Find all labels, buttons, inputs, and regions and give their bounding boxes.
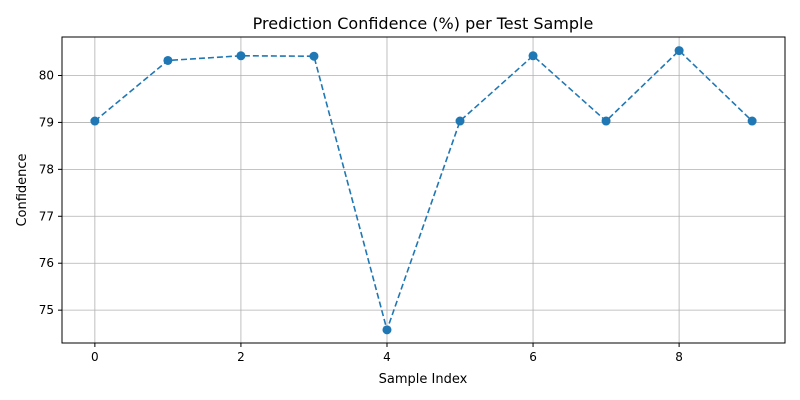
data-point-marker — [90, 116, 100, 126]
y-tick-label: 75 — [39, 303, 54, 317]
x-tick-label: 2 — [237, 350, 245, 364]
y-tick-label: 79 — [39, 115, 54, 129]
y-tick-label: 80 — [39, 68, 54, 82]
series-layer — [90, 46, 757, 335]
data-point-marker — [455, 116, 465, 126]
y-tick-label: 78 — [39, 162, 54, 176]
x-axis-label: Sample Index — [379, 372, 468, 387]
y-axis-label: Confidence — [15, 153, 30, 226]
x-tick-label: 0 — [91, 350, 99, 364]
chart-title: Prediction Confidence (%) per Test Sampl… — [253, 14, 594, 33]
plot-frame — [61, 36, 786, 344]
x-tick-label: 8 — [675, 350, 683, 364]
y-tick-label: 76 — [39, 256, 54, 270]
x-tick-label: 6 — [529, 350, 537, 364]
y-axis-ticks: 75 76 77 78 79 80 — [39, 68, 62, 317]
series-line — [94, 49, 753, 333]
data-point-marker — [528, 51, 538, 61]
x-tick-label: 4 — [383, 350, 391, 364]
data-point-marker — [309, 51, 319, 61]
data-point-marker — [382, 325, 392, 335]
x-axis-ticks: 0 2 4 6 8 — [91, 343, 683, 364]
data-point-marker — [163, 55, 173, 65]
data-point-marker — [674, 46, 684, 56]
y-tick-label: 77 — [39, 209, 54, 223]
data-point-marker — [601, 116, 611, 126]
data-point-marker — [236, 51, 246, 61]
grid-lines — [62, 37, 785, 343]
data-point-marker — [747, 116, 757, 126]
